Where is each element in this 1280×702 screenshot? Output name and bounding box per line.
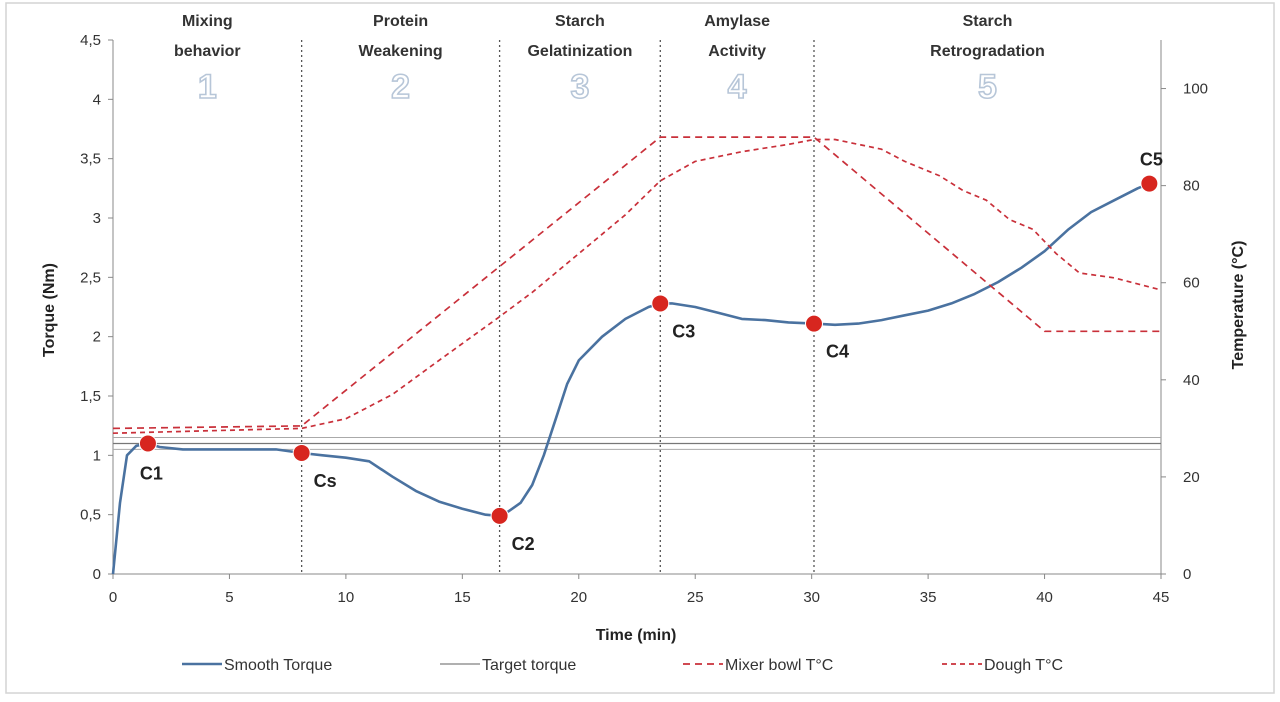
x-tick-label: 10	[338, 589, 355, 606]
phase-title: Amylase	[704, 13, 770, 30]
phase-title: Weakening	[359, 43, 443, 60]
y2-tick-label: 80	[1183, 178, 1200, 195]
series-lines	[111, 136, 1162, 575]
marked-points: C1 Cs C2 C3 C4 C5	[138, 150, 1163, 554]
axes	[108, 39, 1166, 579]
phase-title: Starch	[963, 13, 1013, 30]
phase-title: Mixing	[182, 13, 233, 30]
series-line-mixer-bowl-t-c	[112, 136, 1161, 430]
x-tick-label: 45	[1153, 589, 1170, 606]
x-axis-title: Time (min)	[596, 627, 677, 644]
series-line-dough-t-c	[112, 138, 1162, 435]
y2-tick-label: 100	[1183, 81, 1208, 98]
x-tick-label: 40	[1036, 589, 1053, 606]
y-tick-label: 1	[93, 447, 101, 464]
y-tick-label: 1,5	[80, 388, 101, 405]
x-tick-label: 20	[570, 589, 587, 606]
legend-label: Mixer bowl T°C	[725, 657, 833, 674]
point-marker	[804, 314, 823, 333]
point-label: C5	[1140, 150, 1163, 170]
x-tick-label: 25	[687, 589, 704, 606]
y-tick-label: 0	[93, 566, 101, 583]
point-marker	[490, 506, 509, 525]
x-tick-label: 15	[454, 589, 471, 606]
phase-title: Protein	[373, 13, 428, 30]
x-tick-label: 5	[225, 589, 233, 606]
y-tick-label: 2	[93, 329, 101, 346]
point-marker	[292, 443, 311, 462]
y-tick-label: 3,5	[80, 151, 101, 168]
point-label: C1	[140, 463, 163, 483]
y2-tick-label: 60	[1183, 275, 1200, 292]
point-marker	[1140, 174, 1159, 193]
point-label: Cs	[314, 471, 337, 491]
chart-frame	[5, 2, 1275, 694]
y-tick-label: 4	[93, 91, 101, 108]
tick-labels: 0 5 10 15 20 25 30 35 40 4500,511,522,533,544,502…	[80, 32, 1208, 606]
y-tick-label: 3	[93, 210, 101, 227]
x-tick-label: 35	[920, 589, 937, 606]
y-tick-label: 2,5	[80, 269, 101, 286]
phase-number: 4	[728, 68, 747, 106]
y2-tick-label: 0	[1183, 566, 1191, 583]
y-tick-label: 0,5	[80, 507, 101, 524]
phase-title: Starch	[555, 13, 605, 30]
legend-label: Smooth Torque	[224, 657, 332, 674]
x-tick-label: 0	[109, 589, 117, 606]
phase-number: 5	[978, 68, 997, 106]
phase-title: behavior	[174, 43, 241, 60]
y2-tick-label: 40	[1183, 372, 1200, 389]
legend: Smooth Torque Target torque Mixer bowl T°C…	[182, 657, 1063, 674]
point-marker	[138, 434, 157, 453]
phase-number: 2	[391, 68, 410, 106]
point-label: C4	[826, 342, 849, 362]
legend-label: Target torque	[482, 657, 576, 674]
phase-number: 3	[570, 68, 589, 106]
legend-label: Dough T°C	[984, 657, 1063, 674]
point-label: C2	[512, 534, 535, 554]
point-label: C3	[672, 321, 695, 341]
y2-tick-label: 20	[1183, 469, 1200, 486]
y2-axis-title: Temperature (°C)	[1230, 241, 1247, 370]
x-tick-label: 30	[803, 589, 820, 606]
phase-title: Retrogradation	[930, 43, 1045, 60]
phase-title: Activity	[708, 43, 766, 60]
point-marker	[651, 294, 670, 313]
phase-number: 1	[198, 68, 217, 106]
series-line-smooth-torque	[111, 182, 1150, 575]
phase-labels: Mixing behavior 1 Protein Weakening 2 Starch Ge…	[174, 13, 1045, 107]
y-axis-title: Torque (Nm)	[41, 263, 58, 357]
y-tick-label: 4,5	[80, 32, 101, 49]
phase-title: Gelatinization	[527, 43, 632, 60]
